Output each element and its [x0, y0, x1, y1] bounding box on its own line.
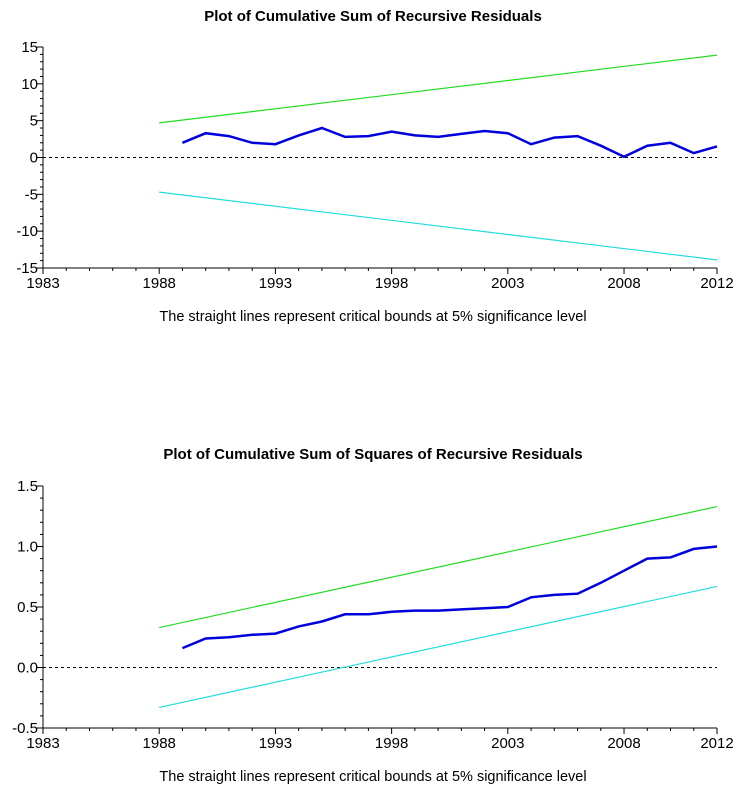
cusumsq-y-tick-label: 1.5 [17, 478, 38, 495]
cusumsq-x-tick-label: 1993 [259, 735, 292, 752]
cusum-y-tick-label: -15 [16, 260, 38, 277]
cusumsq-y-tick-label: 0.5 [17, 599, 38, 616]
cusumsq-chart: Plot of Cumulative Sum of Squares of Rec… [12, 446, 734, 785]
cusum-x-tick-label: 1983 [26, 275, 59, 292]
cusum-x-tick-label: 2008 [607, 275, 640, 292]
cusum-x-tick-label: 2003 [491, 275, 524, 292]
cusumsq-x-tick-label: 1998 [375, 735, 408, 752]
cusum-lower-bound-line [159, 191, 718, 261]
cusumsq-x-tick-label: 1988 [143, 735, 176, 752]
cusum-x-tick-label: 2012 [700, 275, 733, 292]
cusumsq-lower-bound-line [159, 585, 718, 708]
cusum-x-tick-label: 1998 [375, 275, 408, 292]
cusumsq-cumulative-line [181, 545, 718, 650]
cusumsq-x-tick-label: 2008 [607, 735, 640, 752]
cusumsq-x-tick-label: 2003 [491, 735, 524, 752]
cusum-y-tick-label: 10 [21, 76, 38, 93]
cusum-y-tick-label: -10 [16, 223, 38, 240]
cusumsq-x-tick-label: 1983 [26, 735, 59, 752]
cusum-upper-bound-line [159, 54, 718, 124]
cusum-chart-note: The straight lines represent critical bo… [159, 309, 586, 325]
cusum-chart: Plot of Cumulative Sum of Recursive Resi… [16, 8, 733, 325]
cusum-cumulative-line [181, 126, 718, 159]
cusum-y-tick-label: 15 [21, 39, 38, 56]
cusum-y-tick-label: 0 [30, 150, 38, 167]
cusumsq-chart-title: Plot of Cumulative Sum of Squares of Rec… [163, 446, 582, 463]
cusumsq-x-tick-label: 2012 [700, 735, 733, 752]
cusum-y-tick-label: 5 [30, 113, 38, 130]
cusumsq-chart-note: The straight lines represent critical bo… [159, 769, 586, 785]
cusum-chart-title: Plot of Cumulative Sum of Recursive Resi… [204, 8, 542, 25]
cusumsq-upper-bound-line [159, 506, 718, 629]
cusumsq-y-tick-label: 1.0 [17, 539, 38, 556]
cusumsq-y-tick-label: 0.0 [17, 660, 38, 677]
cusum-y-tick-label: -5 [25, 186, 38, 203]
cusum-x-tick-label: 1993 [259, 275, 292, 292]
cusum-x-tick-label: 1988 [143, 275, 176, 292]
cusumsq-y-tick-label: -0.5 [12, 720, 38, 737]
